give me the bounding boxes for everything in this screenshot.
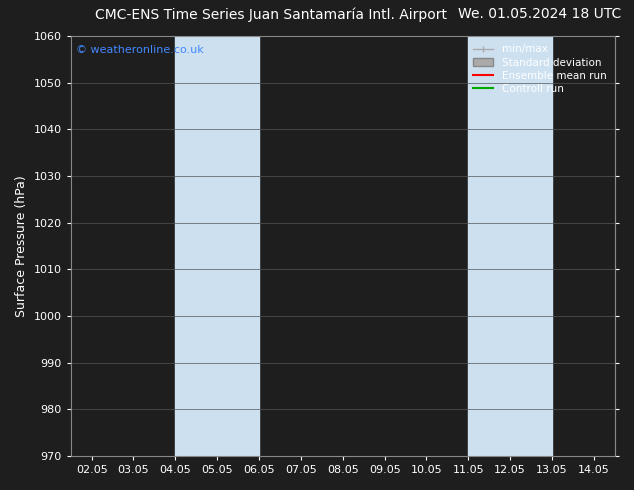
Text: We. 01.05.2024 18 UTC: We. 01.05.2024 18 UTC — [458, 7, 621, 22]
Text: CMC-ENS Time Series Juan Santamaría Intl. Airport: CMC-ENS Time Series Juan Santamaría Intl… — [95, 7, 447, 22]
Text: © weatheronline.co.uk: © weatheronline.co.uk — [76, 45, 204, 54]
Bar — [469, 36, 552, 456]
Y-axis label: Surface Pressure (hPa): Surface Pressure (hPa) — [15, 175, 28, 317]
Legend: min/max, Standard deviation, Ensemble mean run, Controll run: min/max, Standard deviation, Ensemble me… — [469, 41, 610, 97]
Bar — [176, 36, 259, 456]
